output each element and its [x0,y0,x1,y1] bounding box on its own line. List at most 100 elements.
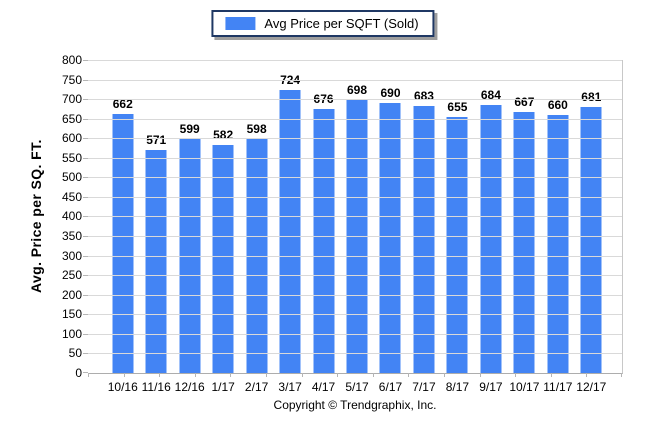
y-axis-tick [83,138,88,139]
gridline [88,138,622,139]
y-axis-tick [83,99,88,100]
bar [446,117,468,373]
gridline [88,60,622,61]
gridline [88,119,622,120]
y-tick-label: 450 [61,190,82,204]
x-axis-tick [195,373,196,377]
x-tick-label: 10/16 [107,380,138,394]
x-tick-label: 11/16 [141,380,171,394]
y-axis-tick [83,80,88,81]
gridline [88,216,622,217]
x-tick-label: 12/16 [174,380,205,394]
bar [313,109,335,373]
x-tick-label: 7/17 [412,380,436,394]
gridline [88,236,622,237]
y-tick-label: 500 [61,170,82,184]
bar-value-label: 599 [179,122,200,136]
x-axis-tick [337,373,338,377]
bar-value-label: 684 [480,88,501,102]
y-tick-label: 150 [61,307,82,321]
y-axis-tick [83,256,88,257]
y-axis-tick [83,353,88,354]
gridline [88,80,622,81]
y-tick-label: 650 [61,112,82,126]
y-axis-tick [83,372,88,373]
gridline [88,197,622,198]
y-axis-tick [83,314,88,315]
x-axis-tick [302,373,303,377]
x-tick-label: 5/17 [345,380,369,394]
y-tick-label: 700 [61,92,82,106]
y-axis-tick [83,236,88,237]
y-axis-tick [83,334,88,335]
y-tick-label: 0 [75,366,82,380]
x-axis-tick [480,373,481,377]
x-axis-tick [159,373,160,377]
gridline [88,99,622,100]
bar [547,115,569,373]
gridline [88,295,622,296]
bar [279,90,301,373]
bar [413,106,435,373]
bar-slot: 681 12/17 [575,60,608,395]
bar-value-label: 571 [146,133,167,147]
y-axis-labels: 0 50 100 150 200 250 300 350 400 450 500 550 600 650 7… [36,53,82,380]
legend: Avg Price per SQFT (Sold) [211,10,435,37]
x-axis-tick [408,373,409,377]
x-axis-tick [586,373,587,377]
x-tick-label: 4/17 [311,380,336,394]
y-tick-label: 250 [61,268,82,282]
plot-area: 662 10/16 571 11/16 599 12/16 582 1/17 598 2/17 72… [83,60,623,395]
y-tick-label: 50 [68,346,82,360]
y-axis-tick [83,158,88,159]
x-axis-tick [444,373,445,377]
x-axis-tick [373,373,374,377]
bar-value-label: 598 [246,122,267,136]
y-tick-label: 600 [61,131,82,145]
bar [112,114,134,373]
y-axis-tick [83,295,88,296]
y-axis-tick [83,197,88,198]
bar-slot: 662 10/16 [106,60,139,395]
x-tick-label: 9/17 [479,380,503,394]
bar-slot: 655 8/17 [441,60,474,395]
gridline [88,353,622,354]
y-axis-tick [83,275,88,276]
bar-slot: 724 3/17 [273,60,306,395]
x-tick-label: 3/17 [278,380,302,394]
bar-slot: 690 6/17 [374,60,407,395]
x-axis-tick [515,373,516,377]
x-tick-label: 1/17 [211,380,235,394]
bar-value-label: 698 [347,83,368,97]
x-axis-tick [230,373,231,377]
legend-label: Avg Price per SQFT (Sold) [264,16,419,31]
bar-value-label: 667 [514,95,535,109]
gridline [88,177,622,178]
y-axis-tick [83,60,88,61]
x-axis-tick [621,373,622,377]
gridline [88,334,622,335]
gridline [88,275,622,276]
legend-color-swatch [225,17,256,30]
x-tick-label: 10/17 [509,380,540,394]
bar [145,150,167,373]
bar-slot: 660 11/17 [541,60,574,395]
x-axis-tick [551,373,552,377]
x-tick-label: 6/17 [378,380,403,394]
bar-value-label: 655 [447,100,468,114]
y-tick-label: 200 [61,288,82,302]
gridline [88,158,622,159]
y-tick-label: 300 [61,249,82,263]
y-tick-label: 550 [61,151,82,165]
bar-slot: 571 11/16 [139,60,172,395]
x-tick-label: 2/17 [244,380,269,394]
y-tick-label: 750 [61,73,82,87]
y-tick-label: 350 [61,229,82,243]
x-tick-label: 8/17 [445,380,470,394]
gridline [88,256,622,257]
y-tick-label: 800 [61,53,82,67]
y-axis-tick [83,119,88,120]
bar-value-label: 662 [112,97,133,111]
y-axis-tick [83,177,88,178]
